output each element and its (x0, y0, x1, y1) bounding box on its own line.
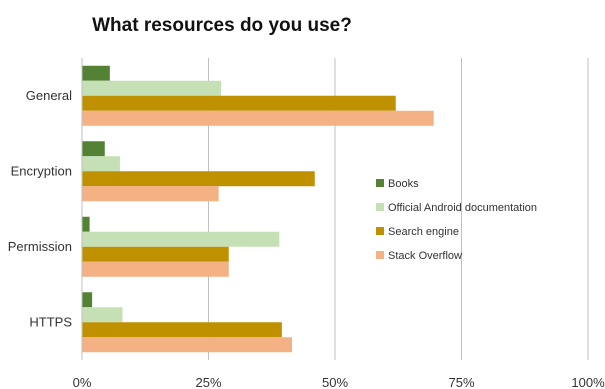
legend-label: Official Android documentation (388, 202, 537, 214)
axes: 0% 25% 50% 75% 100% General Encryption Permissi… (8, 58, 605, 389)
bar (82, 292, 93, 308)
bar (82, 171, 315, 187)
chart-title: What resources do you use? (92, 15, 352, 36)
bar (82, 80, 222, 96)
x-tick-label: 75% (448, 375, 474, 389)
x-tick-label: 0% (73, 375, 92, 389)
bar (82, 231, 280, 247)
category-label: Permission (8, 239, 72, 254)
category-label: Encryption (11, 163, 72, 178)
bar (82, 261, 229, 277)
bar (82, 110, 434, 126)
bar (82, 322, 282, 338)
x-tick-label: 100% (571, 375, 605, 389)
bar (82, 141, 105, 157)
bar (82, 65, 110, 81)
legend: Books Official Android documentation Searc… (376, 178, 537, 262)
legend-label: Stack Overflow (388, 250, 462, 262)
bar (82, 337, 292, 353)
bars (82, 65, 434, 353)
bar (82, 186, 219, 202)
x-tick-label: 50% (322, 375, 348, 389)
bar (82, 246, 229, 262)
x-tick-label: 25% (195, 375, 221, 389)
bar (82, 95, 396, 111)
bar (82, 216, 90, 232)
legend-swatch (376, 227, 384, 235)
legend-swatch (376, 179, 384, 187)
legend-label: Search engine (388, 226, 459, 238)
legend-swatch (376, 251, 384, 259)
legend-label: Books (388, 178, 419, 190)
bar (82, 156, 120, 172)
category-label: General (26, 88, 72, 103)
category-label: HTTPS (29, 314, 72, 329)
bar (82, 307, 123, 323)
legend-swatch (376, 203, 384, 211)
